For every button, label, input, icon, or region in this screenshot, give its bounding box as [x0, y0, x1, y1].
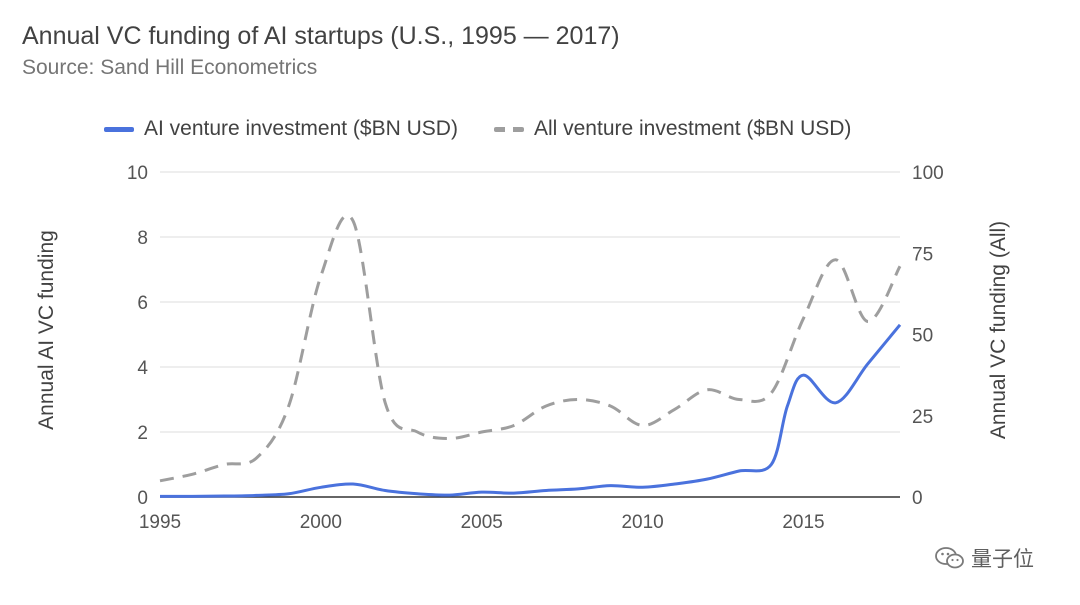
watermark: 量子位	[935, 543, 1034, 573]
y-right-tick-label: 75	[912, 244, 933, 265]
y-axis-left-title: Annual AI VC funding	[35, 230, 58, 430]
grid-lines	[160, 171, 900, 498]
y-left-tick-label: 2	[137, 423, 148, 444]
watermark-text: 量子位	[971, 547, 1034, 571]
y-right-tick-label: 0	[912, 488, 923, 509]
series-line-ai-venture[interactable]	[160, 323, 902, 498]
x-tick-label: 1995	[139, 512, 181, 533]
y-axis-right-title: Annual VC funding (All)	[987, 221, 1010, 439]
y-left-tick-label: 0	[137, 488, 148, 509]
legend-swatch-dashed	[493, 126, 524, 132]
legend-label-ai: AI venture investment ($BN USD)	[144, 117, 458, 140]
x-tick-label: 2010	[621, 512, 663, 533]
series-lines	[159, 213, 902, 498]
legend-label-all: All venture investment ($BN USD)	[533, 117, 852, 140]
chart-title: Annual VC funding of AI startups (U.S., …	[22, 22, 620, 50]
legend: AI venture investment ($BN USD) All vent…	[104, 117, 851, 141]
series-line-all-venture[interactable]	[159, 213, 902, 483]
y-right-tick-label: 50	[912, 326, 933, 347]
x-tick-label: 2005	[461, 512, 503, 533]
y-left-tick-label: 10	[127, 163, 148, 184]
x-tick-label: 2015	[782, 512, 824, 533]
y-left-tick-label: 4	[137, 358, 148, 379]
legend-item-all[interactable]: All venture investment ($BN USD)	[493, 117, 852, 141]
y-right-tick-label: 25	[912, 407, 933, 428]
y-left-tick-label: 8	[137, 228, 148, 249]
legend-item-ai[interactable]: AI venture investment ($BN USD)	[104, 117, 458, 141]
y-left-tick-label: 6	[137, 293, 148, 314]
y-right-tick-label: 100	[912, 163, 944, 184]
x-tick-label: 2000	[300, 512, 342, 533]
wechat-icon	[935, 547, 964, 569]
chart-subtitle: Source: Sand Hill Econometrics	[22, 56, 318, 79]
legend-swatch-solid	[104, 126, 134, 132]
